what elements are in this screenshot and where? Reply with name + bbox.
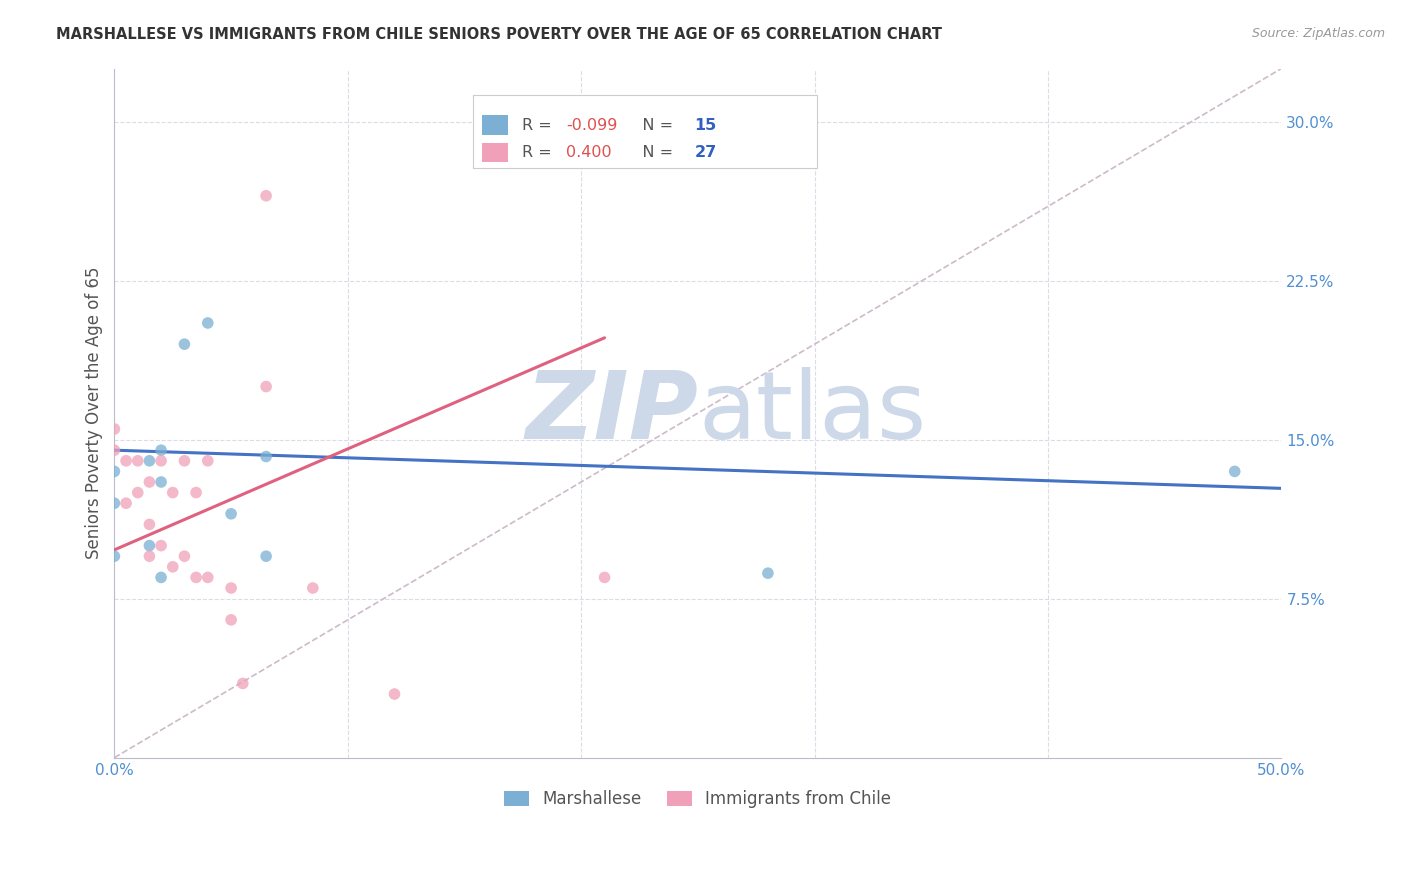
Point	[138, 454, 160, 468]
Point	[254, 379, 277, 393]
Point	[756, 566, 779, 581]
Point	[254, 549, 277, 564]
Point	[384, 687, 406, 701]
Point	[593, 570, 616, 584]
Text: 15: 15	[695, 118, 717, 133]
Point	[162, 559, 184, 574]
FancyBboxPatch shape	[482, 143, 508, 162]
Point	[103, 549, 125, 564]
Point	[301, 581, 323, 595]
Legend: Marshallese, Immigrants from Chile: Marshallese, Immigrants from Chile	[498, 783, 898, 814]
Point	[103, 496, 125, 510]
Point	[103, 443, 125, 458]
Point	[197, 316, 219, 330]
Point	[184, 485, 207, 500]
FancyBboxPatch shape	[482, 115, 508, 135]
Point	[162, 485, 184, 500]
Point	[115, 454, 138, 468]
Point	[103, 422, 125, 436]
Point	[138, 475, 160, 489]
Point	[184, 570, 207, 584]
Point	[197, 454, 219, 468]
Point	[127, 454, 149, 468]
Text: -0.099: -0.099	[567, 118, 617, 133]
Text: MARSHALLESE VS IMMIGRANTS FROM CHILE SENIORS POVERTY OVER THE AGE OF 65 CORRELAT: MARSHALLESE VS IMMIGRANTS FROM CHILE SEN…	[56, 27, 942, 42]
Point	[150, 539, 173, 553]
Text: N =: N =	[627, 145, 678, 160]
Text: R =: R =	[522, 118, 557, 133]
Point	[254, 450, 277, 464]
Text: atlas: atlas	[697, 368, 927, 459]
Point	[138, 539, 160, 553]
Point	[150, 443, 173, 458]
Text: ZIP: ZIP	[524, 368, 697, 459]
Point	[150, 475, 173, 489]
Point	[115, 496, 138, 510]
Point	[219, 613, 242, 627]
Point	[232, 676, 254, 690]
Point	[150, 570, 173, 584]
Point	[219, 581, 242, 595]
Y-axis label: Seniors Poverty Over the Age of 65: Seniors Poverty Over the Age of 65	[86, 267, 103, 559]
Point	[127, 485, 149, 500]
Point	[103, 464, 125, 478]
Point	[138, 517, 160, 532]
Point	[173, 454, 195, 468]
Point	[150, 454, 173, 468]
Point	[173, 549, 195, 564]
Point	[254, 188, 277, 202]
Text: 0.400: 0.400	[567, 145, 612, 160]
Point	[173, 337, 195, 351]
Point	[1223, 464, 1246, 478]
Text: R =: R =	[522, 145, 557, 160]
Text: 27: 27	[695, 145, 717, 160]
FancyBboxPatch shape	[472, 95, 817, 168]
Point	[219, 507, 242, 521]
Text: Source: ZipAtlas.com: Source: ZipAtlas.com	[1251, 27, 1385, 40]
Point	[197, 570, 219, 584]
Text: N =: N =	[627, 118, 678, 133]
Point	[138, 549, 160, 564]
